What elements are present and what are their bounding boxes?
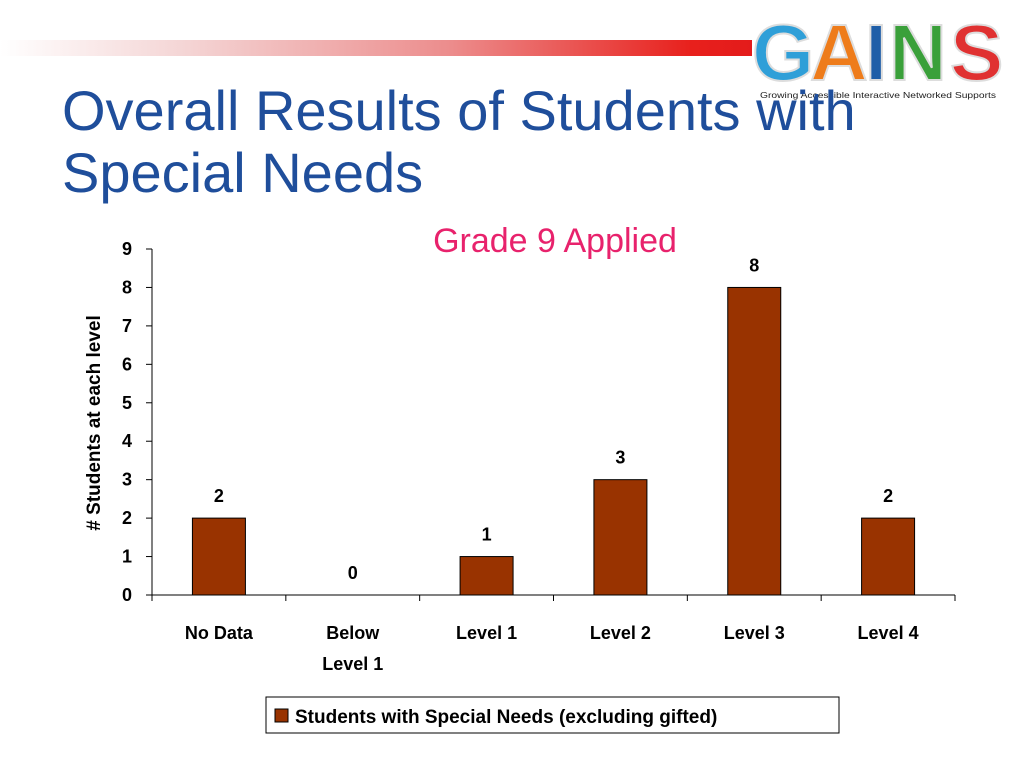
slide-title-line-2: Special Needs [62,141,424,204]
data-label: 8 [749,255,759,275]
y-tick-label: 4 [122,431,132,451]
title-accent-stripe [0,40,752,56]
logo-letter-n: N [889,8,947,97]
legend: Students with Special Needs (excluding g… [265,696,840,734]
y-tick-label: 3 [122,470,132,490]
bar [593,479,648,596]
bar [459,556,514,596]
x-tick-label: No Data [185,623,254,643]
x-tick-label-line: Level 4 [858,623,919,643]
y-tick-label: 5 [122,393,132,413]
data-label: 2 [883,486,893,506]
x-tick-label: Level 1 [456,623,517,643]
bar [191,517,246,596]
x-tick-label: Below Level 1 [322,623,383,674]
legend-swatch [274,708,289,723]
data-label: 2 [214,486,224,506]
x-tick-label-line: Level 2 [590,623,651,643]
logo-letter-s: S [950,8,1003,97]
logo-letter-i: I [865,8,887,97]
bar [861,517,916,596]
slide-title-line-1: Overall Results of Students with [62,79,856,142]
slide-title: Overall Results of Students with Special … [62,80,902,204]
x-tick-label: Level 2 [590,623,651,643]
x-tick-label-line: Level 1 [322,654,383,674]
x-tick-label-line: Level 3 [724,623,785,643]
data-label: 1 [482,525,492,545]
y-tick-label: 2 [122,508,132,528]
y-tick-label: 8 [122,277,132,297]
data-label: 3 [615,448,625,468]
legend-label: Students with Special Needs (excluding g… [295,707,717,728]
logo-letter-a: A [810,8,868,97]
x-tick-label-line: Level 1 [456,623,517,643]
y-tick-label: 6 [122,354,132,374]
logo-letter-g: G [752,8,814,97]
x-tick-label: Level 4 [858,623,919,643]
x-tick-label: Level 3 [724,623,785,643]
gains-logo: G A I N S Growing Accessible Interactive… [752,7,1004,100]
chart-title: Grade 9 Applied [433,222,677,260]
data-label: 0 [348,563,358,583]
logo-tagline: Growing Accessible Interactive Networked… [760,90,996,100]
y-tick-label: 1 [122,547,132,567]
plot-area: 0 1 2 3 4 5 6 7 8 9 2 No Data 0 Below Level 1 1 Level 1 3… [122,239,956,674]
bar-chart: Grade 9 Applied # Students at each level… [84,222,956,734]
bar [727,286,782,596]
y-tick-label: 7 [122,316,132,336]
y-axis-title: # Students at each level [84,315,105,530]
legend-box [265,696,840,734]
x-tick-label-line: Below [326,623,380,643]
y-tick-label: 9 [122,239,132,259]
x-tick-label-line: No Data [185,623,254,643]
y-tick-label: 0 [122,585,132,605]
